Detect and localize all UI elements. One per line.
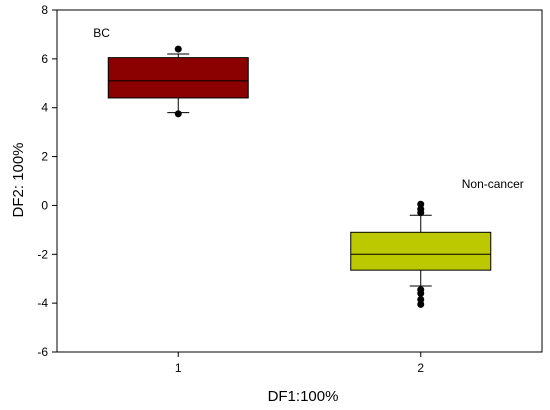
y-tick-label: 2 [41, 150, 48, 164]
y-tick-label: 8 [41, 3, 48, 17]
outlier-point [174, 45, 182, 53]
outlier-point [417, 209, 425, 217]
x-tick-label: 1 [175, 361, 182, 375]
box-group: Non-cancer [350, 177, 524, 308]
x-axis-label: DF1:100% [268, 388, 339, 405]
y-tick-label: -6 [37, 345, 48, 359]
boxes-layer: BC Non-cancer [93, 26, 524, 308]
outlier-point [417, 300, 425, 308]
plot-area [56, 9, 543, 353]
y-axis: -6 -4 -2 0 2 4 6 8 [37, 3, 57, 359]
outlier-point [417, 295, 425, 303]
y-tick-label: 6 [41, 52, 48, 66]
y-tick-label: 0 [41, 198, 48, 212]
y-tick-label: 4 [41, 101, 48, 115]
box-group: BC [93, 26, 249, 118]
box-iqr [107, 57, 249, 99]
outlier-point [417, 200, 425, 208]
outlier-point [417, 289, 425, 297]
box-annotation: Non-cancer [462, 177, 524, 191]
box-annotation: BC [93, 26, 110, 40]
x-tick-label: 2 [417, 361, 424, 375]
y-axis-label: DF2: 100% [10, 142, 27, 217]
y-tick-label: -2 [37, 247, 48, 261]
plot-frame [56, 9, 543, 353]
y-tick-label: -4 [37, 296, 48, 310]
outlier-point [174, 110, 182, 118]
box-iqr [350, 231, 492, 271]
